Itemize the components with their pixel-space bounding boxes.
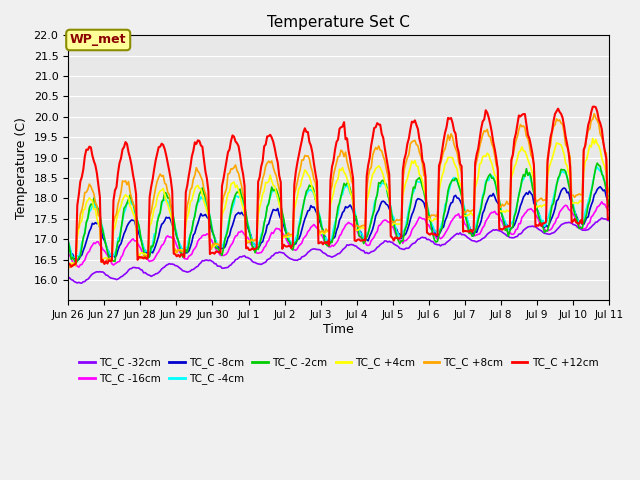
TC_C -4cm — [605, 201, 613, 207]
TC_C -16cm — [49, 251, 57, 257]
TC_C -4cm — [604, 192, 612, 198]
TC_C -4cm — [326, 238, 334, 243]
TC_C +12cm — [31, 265, 39, 271]
TC_C +8cm — [591, 111, 598, 117]
TC_C -4cm — [35, 259, 42, 264]
TC_C -32cm — [326, 253, 334, 259]
TC_C +4cm — [441, 161, 449, 167]
TC_C -16cm — [40, 267, 48, 273]
TC_C -2cm — [593, 160, 601, 166]
TC_C -8cm — [441, 218, 449, 224]
TC_C -4cm — [67, 250, 75, 256]
TC_C -8cm — [605, 204, 613, 210]
TC_C -32cm — [28, 277, 36, 283]
Line: TC_C -8cm: TC_C -8cm — [32, 187, 609, 264]
TC_C -8cm — [39, 261, 47, 267]
TC_C -32cm — [605, 218, 613, 224]
TC_C +4cm — [326, 202, 334, 207]
TC_C -16cm — [604, 206, 612, 212]
Line: TC_C -16cm: TC_C -16cm — [32, 202, 609, 270]
TC_C -8cm — [596, 184, 604, 190]
TC_C +8cm — [527, 152, 535, 158]
TC_C -32cm — [604, 217, 612, 223]
TC_C +4cm — [28, 264, 36, 270]
TC_C -2cm — [326, 239, 334, 244]
Line: TC_C -4cm: TC_C -4cm — [32, 167, 609, 262]
TC_C +4cm — [527, 165, 535, 170]
TC_C +4cm — [589, 135, 596, 141]
TC_C +12cm — [326, 177, 334, 183]
TC_C -4cm — [49, 210, 57, 216]
TC_C -16cm — [28, 253, 36, 259]
TC_C +12cm — [591, 104, 598, 109]
TC_C +4cm — [67, 261, 75, 266]
Line: TC_C +4cm: TC_C +4cm — [32, 138, 609, 268]
Text: WP_met: WP_met — [70, 34, 127, 47]
TC_C -32cm — [527, 224, 535, 229]
TC_C -32cm — [598, 215, 605, 221]
TC_C -32cm — [49, 279, 57, 285]
Line: TC_C -32cm: TC_C -32cm — [32, 218, 609, 287]
TC_C -2cm — [33, 264, 40, 270]
TC_C +4cm — [29, 265, 37, 271]
TC_C -8cm — [67, 251, 75, 256]
TC_C -32cm — [40, 284, 48, 290]
TC_C -16cm — [598, 199, 605, 204]
TC_C -4cm — [593, 164, 601, 170]
TC_C -32cm — [67, 277, 75, 283]
TC_C -2cm — [605, 203, 613, 208]
TC_C -8cm — [604, 198, 612, 204]
TC_C -2cm — [604, 194, 612, 200]
TC_C +12cm — [49, 145, 57, 151]
TC_C +12cm — [605, 216, 613, 221]
TC_C -16cm — [326, 244, 334, 250]
TC_C +12cm — [527, 143, 535, 149]
TC_C +4cm — [604, 195, 612, 201]
TC_C +8cm — [326, 188, 334, 193]
Line: TC_C +8cm: TC_C +8cm — [32, 114, 609, 273]
TC_C +8cm — [67, 262, 75, 267]
TC_C +12cm — [28, 264, 36, 270]
TC_C +12cm — [67, 264, 75, 270]
TC_C -4cm — [441, 202, 449, 207]
TC_C -4cm — [527, 178, 535, 184]
TC_C +12cm — [604, 216, 612, 222]
TC_C +8cm — [49, 182, 57, 188]
TC_C -2cm — [441, 208, 449, 214]
TC_C -2cm — [49, 209, 57, 215]
TC_C -4cm — [28, 240, 36, 246]
TC_C +8cm — [441, 146, 449, 152]
Title: Temperature Set C: Temperature Set C — [268, 15, 410, 30]
TC_C +4cm — [49, 201, 57, 207]
Legend: TC_C -32cm, TC_C -16cm, TC_C -8cm, TC_C -4cm, TC_C -2cm, TC_C +4cm, TC_C +8cm, T: TC_C -32cm, TC_C -16cm, TC_C -8cm, TC_C … — [75, 353, 602, 389]
TC_C -2cm — [67, 256, 75, 262]
TC_C -32cm — [441, 241, 449, 247]
TC_C -8cm — [527, 191, 535, 196]
TC_C -2cm — [28, 239, 36, 245]
X-axis label: Time: Time — [323, 323, 354, 336]
TC_C -16cm — [441, 230, 449, 236]
Y-axis label: Temperature (C): Temperature (C) — [15, 117, 28, 219]
TC_C -8cm — [326, 240, 334, 246]
TC_C -2cm — [527, 174, 535, 180]
TC_C +8cm — [28, 267, 36, 273]
TC_C +12cm — [441, 130, 449, 135]
TC_C -16cm — [605, 207, 613, 213]
TC_C +4cm — [605, 195, 613, 201]
TC_C -16cm — [67, 255, 75, 261]
Line: TC_C -2cm: TC_C -2cm — [32, 163, 609, 267]
TC_C +8cm — [605, 186, 613, 192]
TC_C -16cm — [527, 206, 535, 212]
Line: TC_C +12cm: TC_C +12cm — [32, 107, 609, 268]
TC_C +8cm — [31, 270, 39, 276]
TC_C -8cm — [49, 231, 57, 237]
TC_C -8cm — [28, 243, 36, 249]
TC_C +8cm — [604, 190, 612, 195]
